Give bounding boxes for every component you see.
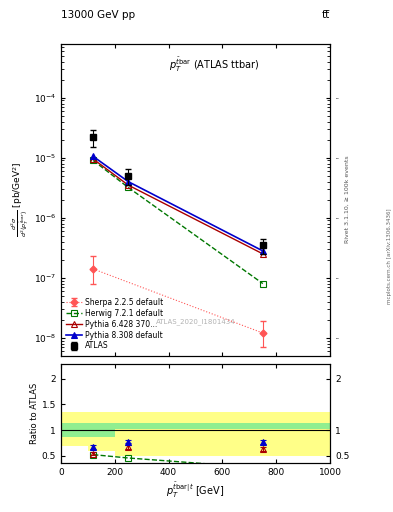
Pythia 8.308 default [261,248,265,254]
Text: mcplots.cern.ch [arXiv:1306.3436]: mcplots.cern.ch [arXiv:1306.3436] [387,208,392,304]
Y-axis label: $\frac{d^2\sigma}{d^2\langle p_T^{\bar{t}\mathrm{bar}}\rangle}$ [pb/GeV$^2$]: $\frac{d^2\sigma}{d^2\langle p_T^{\bar{t… [9,162,31,238]
Y-axis label: Rivet 3.1.10, ≥ 100k events: Rivet 3.1.10, ≥ 100k events [345,156,349,244]
Pythia 6.428 370... [261,251,265,257]
Pythia 6.428 370... [126,182,130,188]
Line: Herwig 7.2.1 default: Herwig 7.2.1 default [90,157,266,287]
Herwig 7.2.1 default [261,281,265,287]
Pythia 8.308 default [91,154,95,160]
Herwig 7.2.1 default [126,184,130,190]
Pythia 8.308 default [126,179,130,185]
Text: ATLAS_2020_I1801434: ATLAS_2020_I1801434 [156,318,235,325]
Y-axis label: Ratio to ATLAS: Ratio to ATLAS [30,383,39,444]
Pythia 6.428 370... [91,156,95,162]
Legend: Sherpa 2.2.5 default, Herwig 7.2.1 default, Pythia 6.428 370..., Pythia 8.308 de: Sherpa 2.2.5 default, Herwig 7.2.1 defau… [65,296,165,352]
X-axis label: $p^{\bar{t}\mathrm{bar}|t}_T$ [GeV]: $p^{\bar{t}\mathrm{bar}|t}_T$ [GeV] [167,480,224,500]
Line: Pythia 8.308 default: Pythia 8.308 default [90,153,266,254]
Text: tt̅: tt̅ [322,10,330,20]
Text: $p_T^{\bar{t}\mathrm{bar}}$ (ATLAS ttbar): $p_T^{\bar{t}\mathrm{bar}}$ (ATLAS ttbar… [169,56,260,74]
Herwig 7.2.1 default [91,157,95,163]
Line: Pythia 6.428 370...: Pythia 6.428 370... [90,156,266,257]
Text: 13000 GeV pp: 13000 GeV pp [61,10,135,20]
